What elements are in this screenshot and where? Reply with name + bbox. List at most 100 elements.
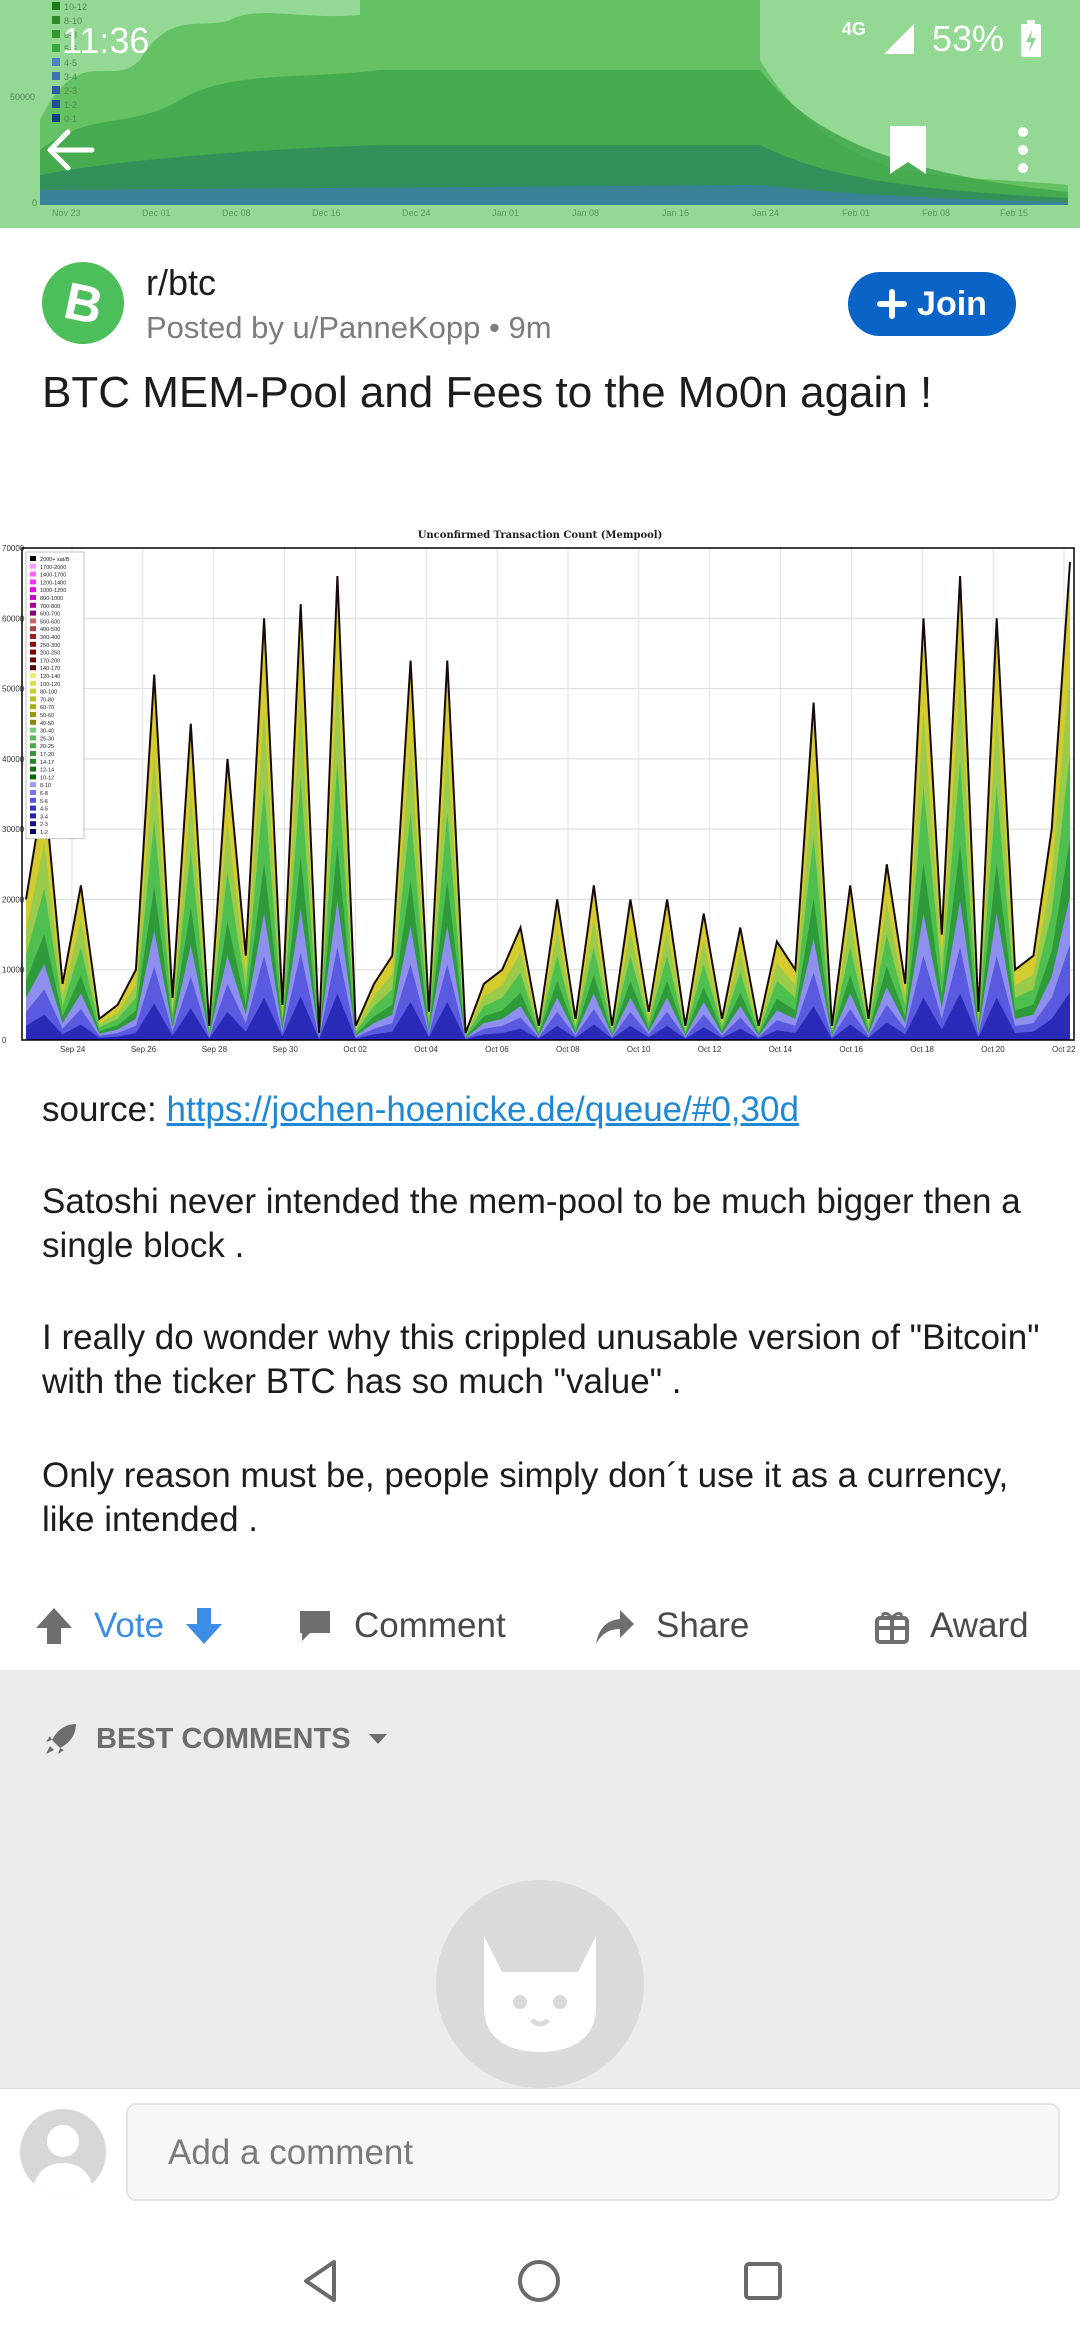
chart-legend-label: 50-60 [40,713,54,719]
downvote-icon[interactable] [184,1606,224,1646]
chart-x-tick: Oct 22 [1052,1045,1076,1054]
empty-comments-illustration [436,1880,644,2088]
chart-x-tick: Oct 20 [981,1045,1005,1054]
chart-legend-label: 25-30 [40,736,54,742]
chart-x-tick: Oct 14 [769,1045,793,1054]
save-button[interactable] [872,114,944,186]
comment-sort-dropdown[interactable]: BEST COMMENTS [42,1720,389,1758]
chart-legend-swatch [30,563,36,569]
chart-legend-label: 140-170 [40,666,60,672]
share-label: Share [656,1606,750,1645]
chart-legend-swatch [30,696,36,702]
header-legend-label: 2-3 [64,86,77,96]
header-legend-label: 10-12 [64,2,87,12]
chart-legend-swatch [30,571,36,577]
chart-legend-label: 20-25 [40,744,54,750]
award-label: Award [930,1606,1029,1645]
chart-legend-swatch [30,657,36,663]
chart-legend-swatch [30,602,36,608]
arrow-left-icon [47,129,95,171]
chart-legend-swatch [30,634,36,639]
chart-y-tick: 40000 [2,755,25,764]
header-x-tick: Jan 01 [492,208,519,218]
nav-back-icon[interactable] [296,2256,346,2306]
more-options-button[interactable] [990,114,1056,186]
nav-recents-icon[interactable] [738,2256,788,2306]
award-button[interactable]: Award [874,1606,1029,1646]
header-x-tick: Nov 23 [52,208,81,218]
post-action-bar: Vote Comment Share Award [0,1580,1080,1672]
header-x-tick: Dec 24 [402,208,431,218]
chart-x-tick: Oct 18 [910,1045,934,1054]
comments-section: BEST COMMENTS [0,1670,1080,2088]
header-legend-label: 1-2 [64,100,77,110]
nav-home-icon[interactable] [514,2256,564,2306]
header-x-tick: Jan 08 [572,208,599,218]
chart-y-tick: 30000 [2,825,25,834]
chart-legend-swatch [30,782,36,788]
chart-y-tick: 70000 [2,544,25,553]
chart-legend-swatch [30,719,36,725]
chart-legend-swatch [30,790,36,795]
header-legend-label: 4-5 [64,58,77,68]
chart-legend-label: 40-50 [40,721,54,727]
post-title: BTC MEM-Pool and Fees to the Mo0n again … [42,368,933,417]
subreddit-avatar[interactable]: B [42,262,124,344]
join-button[interactable]: Join [848,272,1016,336]
chart-legend-label: 1200-1400 [40,580,66,586]
chart-legend-label: 300-400 [40,635,60,641]
back-button[interactable] [34,114,106,186]
chart-x-tick: Sep 24 [60,1045,86,1054]
share-button[interactable]: Share [594,1606,749,1646]
status-bar: 11:36 4G 53% [0,0,1080,84]
upvote-icon[interactable] [34,1606,74,1646]
chart-legend-label: 700-800 [40,604,60,610]
chart-legend-swatch [30,595,36,600]
header-legend-label: 6-8 [64,30,77,40]
chart-legend-label: 5-6 [40,799,48,805]
chart-y-tick: 0 [2,1036,7,1045]
chart-legend-label: 8-10 [40,783,51,789]
chart-y-tick: 60000 [2,614,25,623]
chart-legend-swatch [30,735,36,741]
chart-legend-label: 250-300 [40,643,60,649]
chart-legend-swatch [30,641,36,647]
chart-legend-swatch [30,727,36,733]
chart-legend-label: 12-14 [40,768,54,774]
chart-legend-label: 70-80 [40,697,54,703]
chart-x-tick: Oct 16 [839,1045,863,1054]
header-legend-label: 3-4 [64,72,77,82]
header-x-tick: Dec 16 [312,208,341,218]
battery-percent: 53% [931,18,1004,59]
post-image-chart[interactable]: Unconfirmed Transaction Count (Mempool) … [0,526,1080,1056]
chart-x-tick: Oct 02 [343,1045,367,1054]
header-legend-label: 0-1 [64,114,77,124]
chart-legend-label: 200-250 [40,651,60,657]
header-legend-label: 5-6 [64,44,77,54]
chart-legend-label: 60-70 [40,705,54,711]
chart-title: Unconfirmed Transaction Count (Mempool) [417,530,663,541]
source-link[interactable]: https://jochen-hoenicke.de/queue/#0,30d [166,1090,799,1129]
paragraph-2: I really do wonder why this crippled unu… [42,1318,1040,1401]
bookmark-icon [890,126,926,174]
chart-x-tick: Sep 28 [202,1045,228,1054]
subreddit-name[interactable]: r/btc [146,262,217,303]
chart-legend-swatch [30,805,36,811]
chart-x-tick: Oct 06 [485,1045,509,1054]
battery-icon [1021,20,1041,57]
header-legend-label: 8-10 [64,16,82,26]
add-comment-input[interactable]: Add a comment [126,2103,1060,2201]
chart-legend-swatch [30,797,36,803]
user-avatar[interactable] [20,2109,106,2195]
network-label: 4G [841,18,866,39]
comment-button[interactable]: Comment [296,1606,506,1646]
header-x-tick: Feb 08 [922,208,950,218]
chart-legend-label: 600-700 [40,612,60,618]
comment-label: Comment [354,1606,506,1645]
more-vertical-icon [1018,127,1028,173]
chart-x-tick: Oct 12 [698,1045,722,1054]
chart-legend-swatch [30,556,36,561]
chart-x-tick: Sep 30 [273,1045,299,1054]
post-author-meta[interactable]: Posted by u/PanneKopp • 9m [146,310,552,345]
